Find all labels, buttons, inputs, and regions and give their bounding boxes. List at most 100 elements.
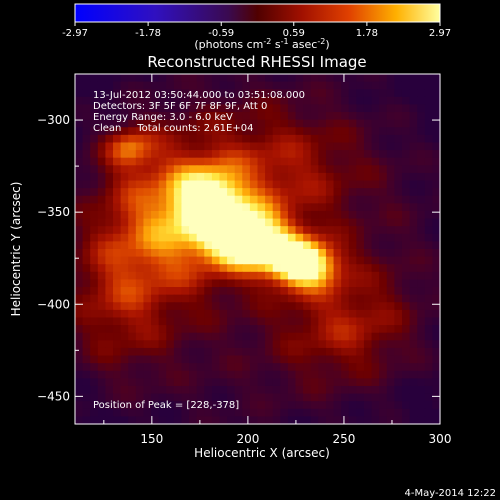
heatmap-cell — [135, 408, 145, 417]
heatmap-cell — [211, 165, 221, 174]
heatmap-cell — [409, 385, 418, 395]
heatmap-cell — [333, 195, 342, 204]
heatmap-cell — [386, 89, 395, 98]
heatmap-cell — [280, 332, 289, 341]
heatmap-cell — [272, 157, 281, 166]
heatmap-cell — [135, 74, 145, 83]
heatmap-cell — [151, 112, 160, 121]
heatmap-cell — [234, 393, 243, 402]
heatmap-cell — [401, 271, 411, 281]
heatmap-cell — [242, 363, 251, 372]
heatmap-cell — [287, 416, 297, 425]
heatmap-cell — [272, 188, 281, 197]
heatmap-cell — [151, 96, 160, 106]
heatmap-cell — [227, 271, 236, 281]
heatmap-cell — [333, 150, 342, 159]
heatmap-cell — [409, 401, 418, 410]
heatmap-cell — [424, 347, 433, 357]
heatmap-cell — [90, 332, 99, 341]
heatmap-cell — [173, 89, 183, 98]
heatmap-cell — [113, 226, 122, 235]
heatmap-cell — [371, 393, 380, 402]
heatmap-cell — [128, 165, 137, 174]
heatmap-cell — [249, 340, 259, 349]
heatmap-cell — [90, 309, 99, 319]
heatmap-cell — [310, 332, 319, 341]
heatmap-cell — [181, 203, 190, 212]
heatmap-cell — [371, 241, 380, 250]
heatmap-cell — [82, 165, 91, 174]
heatmap-cell — [113, 165, 122, 174]
heatmap-cell — [75, 325, 84, 334]
heatmap-cell — [151, 157, 160, 166]
heatmap-cell — [249, 112, 259, 121]
heatmap-cell — [82, 393, 91, 402]
heatmap-cell — [211, 127, 221, 136]
heatmap-cell — [401, 393, 411, 402]
heatmap-cell — [333, 188, 342, 197]
heatmap-cell — [181, 150, 190, 159]
heatmap-cell — [432, 302, 441, 311]
heatmap-cell — [242, 408, 251, 417]
heatmap-cell — [97, 370, 107, 379]
heatmap-cell — [181, 256, 190, 265]
heatmap-cell — [143, 256, 152, 265]
heatmap-cell — [219, 378, 228, 387]
heatmap-cell — [204, 127, 213, 136]
heatmap-cell — [82, 112, 91, 121]
heatmap-cell — [113, 119, 122, 128]
heatmap-cell — [227, 256, 236, 265]
heatmap-cell — [409, 180, 418, 189]
heatmap-cell — [196, 127, 205, 136]
heatmap-cell — [196, 112, 205, 121]
heatmap-cell — [82, 81, 91, 90]
heatmap-cell — [394, 340, 403, 349]
heatmap-cell — [386, 233, 395, 242]
heatmap-cell — [128, 104, 137, 113]
heatmap-cell — [242, 401, 251, 410]
heatmap-cell — [135, 325, 145, 334]
heatmap-cell — [166, 96, 175, 106]
heatmap-cell — [386, 340, 395, 349]
heatmap-cell — [135, 81, 145, 90]
heatmap-cell — [158, 241, 167, 250]
heatmap-cell — [97, 385, 107, 395]
heatmap-cell — [371, 416, 380, 425]
heatmap-cell — [173, 218, 183, 227]
heatmap-cell — [295, 127, 304, 136]
heatmap-cell — [158, 401, 167, 410]
heatmap-cell — [120, 401, 129, 410]
heatmap-cell — [363, 370, 373, 379]
heatmap-cell — [151, 81, 160, 90]
heatmap-cell — [143, 74, 152, 83]
heatmap-cell — [227, 112, 236, 121]
heatmap-cell — [82, 195, 91, 204]
heatmap-cell — [280, 165, 289, 174]
heatmap-cell — [401, 279, 411, 288]
heatmap-cell — [75, 385, 84, 395]
heatmap-cell — [113, 416, 122, 425]
heatmap-cell — [90, 104, 99, 113]
heatmap-cell — [424, 287, 433, 296]
heatmap-cell — [356, 150, 365, 159]
heatmap-cell — [424, 104, 433, 113]
heatmap-cell — [257, 119, 266, 128]
heatmap-cell — [257, 203, 266, 212]
heatmap-cell — [318, 347, 327, 357]
heatmap-cell — [90, 264, 99, 273]
heatmap-cell — [295, 142, 304, 151]
heatmap-cell — [265, 279, 274, 288]
heatmap-cell — [409, 157, 418, 166]
heatmap-cell — [310, 416, 319, 425]
heatmap-cell — [272, 119, 281, 128]
heatmap-cell — [97, 264, 107, 273]
heatmap-cell — [348, 210, 357, 220]
heatmap-cell — [280, 150, 289, 159]
heatmap-cell — [401, 309, 411, 319]
heatmap-cell — [280, 363, 289, 372]
heatmap-cell — [158, 165, 167, 174]
heatmap-cell — [333, 180, 342, 189]
heatmap-cell — [318, 96, 327, 106]
heatmap-cell — [204, 203, 213, 212]
heatmap-cell — [135, 203, 145, 212]
